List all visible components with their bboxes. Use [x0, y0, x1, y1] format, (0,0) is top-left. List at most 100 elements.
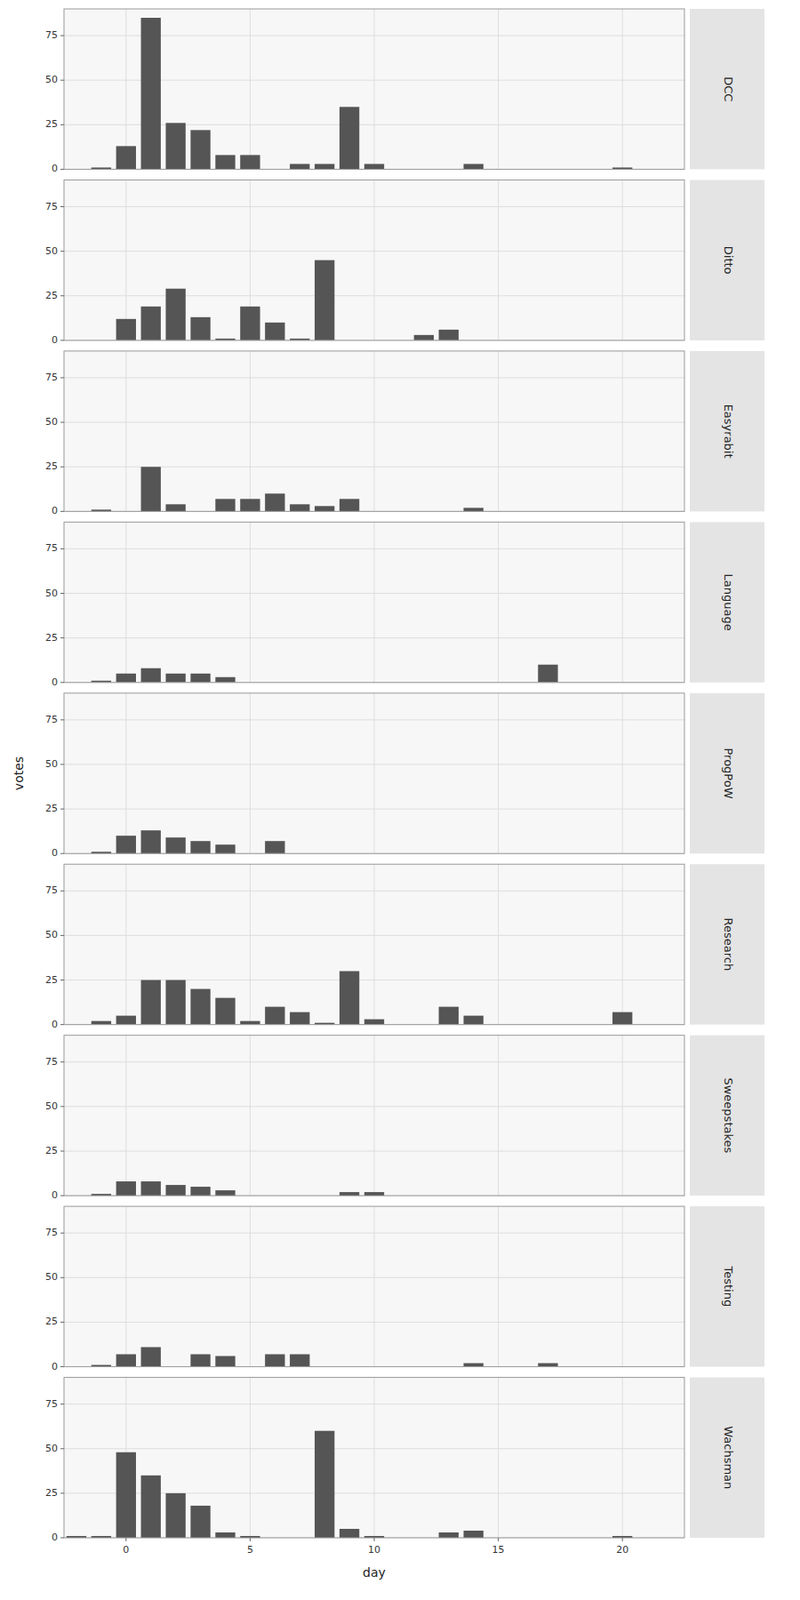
y-tick: [60, 808, 64, 810]
bar: [190, 840, 210, 854]
plot-frame: [64, 864, 685, 1024]
bar: [116, 673, 136, 683]
plot-background: [64, 864, 685, 1024]
strip: [689, 1377, 765, 1538]
bar: [439, 329, 459, 341]
x-grid-line: [249, 8, 251, 169]
x-grid-line: [125, 1206, 127, 1367]
bar: [141, 980, 161, 1025]
y-tick: [60, 719, 64, 720]
x-grid-line: [125, 179, 127, 340]
bar: [240, 1021, 260, 1025]
bar: [264, 1354, 285, 1368]
y-tick-label: 25: [45, 1144, 58, 1157]
x-tick-label: 10: [368, 1544, 381, 1556]
y-tick-label: 0: [51, 162, 58, 175]
strip: [689, 179, 765, 340]
y-tick-label: 25: [45, 118, 58, 130]
x-grid-line: [497, 521, 499, 682]
bar: [414, 335, 434, 341]
y-tick: [60, 1277, 64, 1279]
bar: [339, 1192, 360, 1196]
x-grid-line: [374, 1035, 376, 1196]
bar: [439, 1532, 459, 1538]
bar: [165, 837, 185, 854]
y-tick-label: 50: [45, 1442, 58, 1455]
bar: [190, 673, 210, 683]
plot-background: [64, 1377, 685, 1538]
x-grid-line: [374, 8, 376, 169]
y-tick-label: 75: [45, 1226, 58, 1239]
y-tick: [60, 206, 64, 208]
bar: [264, 322, 285, 341]
plot-frame: [64, 179, 685, 340]
bars: [91, 1181, 384, 1196]
y-tick-label: 75: [45, 1056, 58, 1068]
y-tick-label: 25: [45, 1315, 58, 1328]
panel-title: Easyrabit: [721, 404, 736, 459]
y-tick: [60, 935, 64, 936]
panel: 0255075Research: [45, 864, 765, 1030]
y-tick: [60, 1448, 64, 1449]
panel: 0255075ProgPoW: [45, 693, 765, 859]
bar: [314, 260, 335, 341]
x-grid-line: [125, 521, 127, 682]
y-tick: [60, 168, 64, 170]
y-tick-label: 0: [51, 1531, 58, 1544]
bar: [116, 1354, 136, 1368]
y-tick: [60, 35, 64, 37]
y-tick: [60, 681, 64, 683]
y-tick-label: 0: [51, 1189, 58, 1201]
panel-title: ProgPoW: [721, 747, 736, 799]
x-tick-label: 5: [247, 1544, 254, 1556]
strip: [689, 864, 765, 1024]
x-grid-line: [622, 864, 624, 1024]
y-tick: [60, 511, 64, 512]
plot-frame: [64, 1377, 685, 1538]
y-tick-label: 0: [51, 1360, 58, 1373]
x-grid-line: [622, 8, 624, 169]
x-grid-line: [497, 693, 499, 854]
bars: [91, 466, 484, 512]
x-grid-line: [374, 1377, 376, 1538]
bar: [116, 1452, 136, 1538]
y-tick-label: 0: [51, 847, 58, 859]
bar: [141, 1347, 161, 1368]
bar: [165, 1184, 185, 1196]
bar: [215, 1356, 235, 1368]
bar: [116, 835, 136, 854]
panel: 0255075DCC: [45, 8, 765, 175]
panel: 025507505101520Wachsman: [45, 1377, 765, 1556]
x-tick: [374, 1537, 376, 1542]
x-grid-line: [374, 179, 376, 340]
plot-background: [64, 1035, 685, 1196]
bar: [289, 1012, 310, 1025]
bar: [141, 17, 161, 169]
y-tick-label: 25: [45, 802, 58, 815]
bar: [364, 1192, 384, 1196]
bar: [289, 1354, 310, 1368]
bar: [339, 971, 360, 1025]
x-grid-line: [249, 864, 251, 1024]
x-grid-line: [622, 1377, 624, 1538]
panel: 0255075Ditto: [45, 179, 765, 345]
bar: [141, 1181, 161, 1196]
x-grid-line: [249, 1035, 251, 1196]
bar: [215, 1532, 235, 1538]
bar: [116, 145, 136, 169]
x-grid-line: [497, 1206, 499, 1367]
y-tick: [60, 1366, 64, 1368]
bar: [364, 1019, 384, 1025]
plot-background: [64, 521, 685, 682]
bar: [464, 163, 484, 169]
chart-root: 0255075DCC0255075Ditto0255075Easyrabit02…: [0, 0, 800, 1600]
x-grid-line: [125, 693, 127, 854]
bar: [289, 504, 310, 512]
panel: 0255075Testing: [45, 1206, 765, 1372]
bar: [339, 106, 360, 169]
y-tick: [60, 1195, 64, 1197]
x-grid-line: [497, 8, 499, 169]
bar: [314, 505, 335, 512]
y-tick: [60, 1061, 64, 1063]
x-grid-line: [125, 8, 127, 169]
